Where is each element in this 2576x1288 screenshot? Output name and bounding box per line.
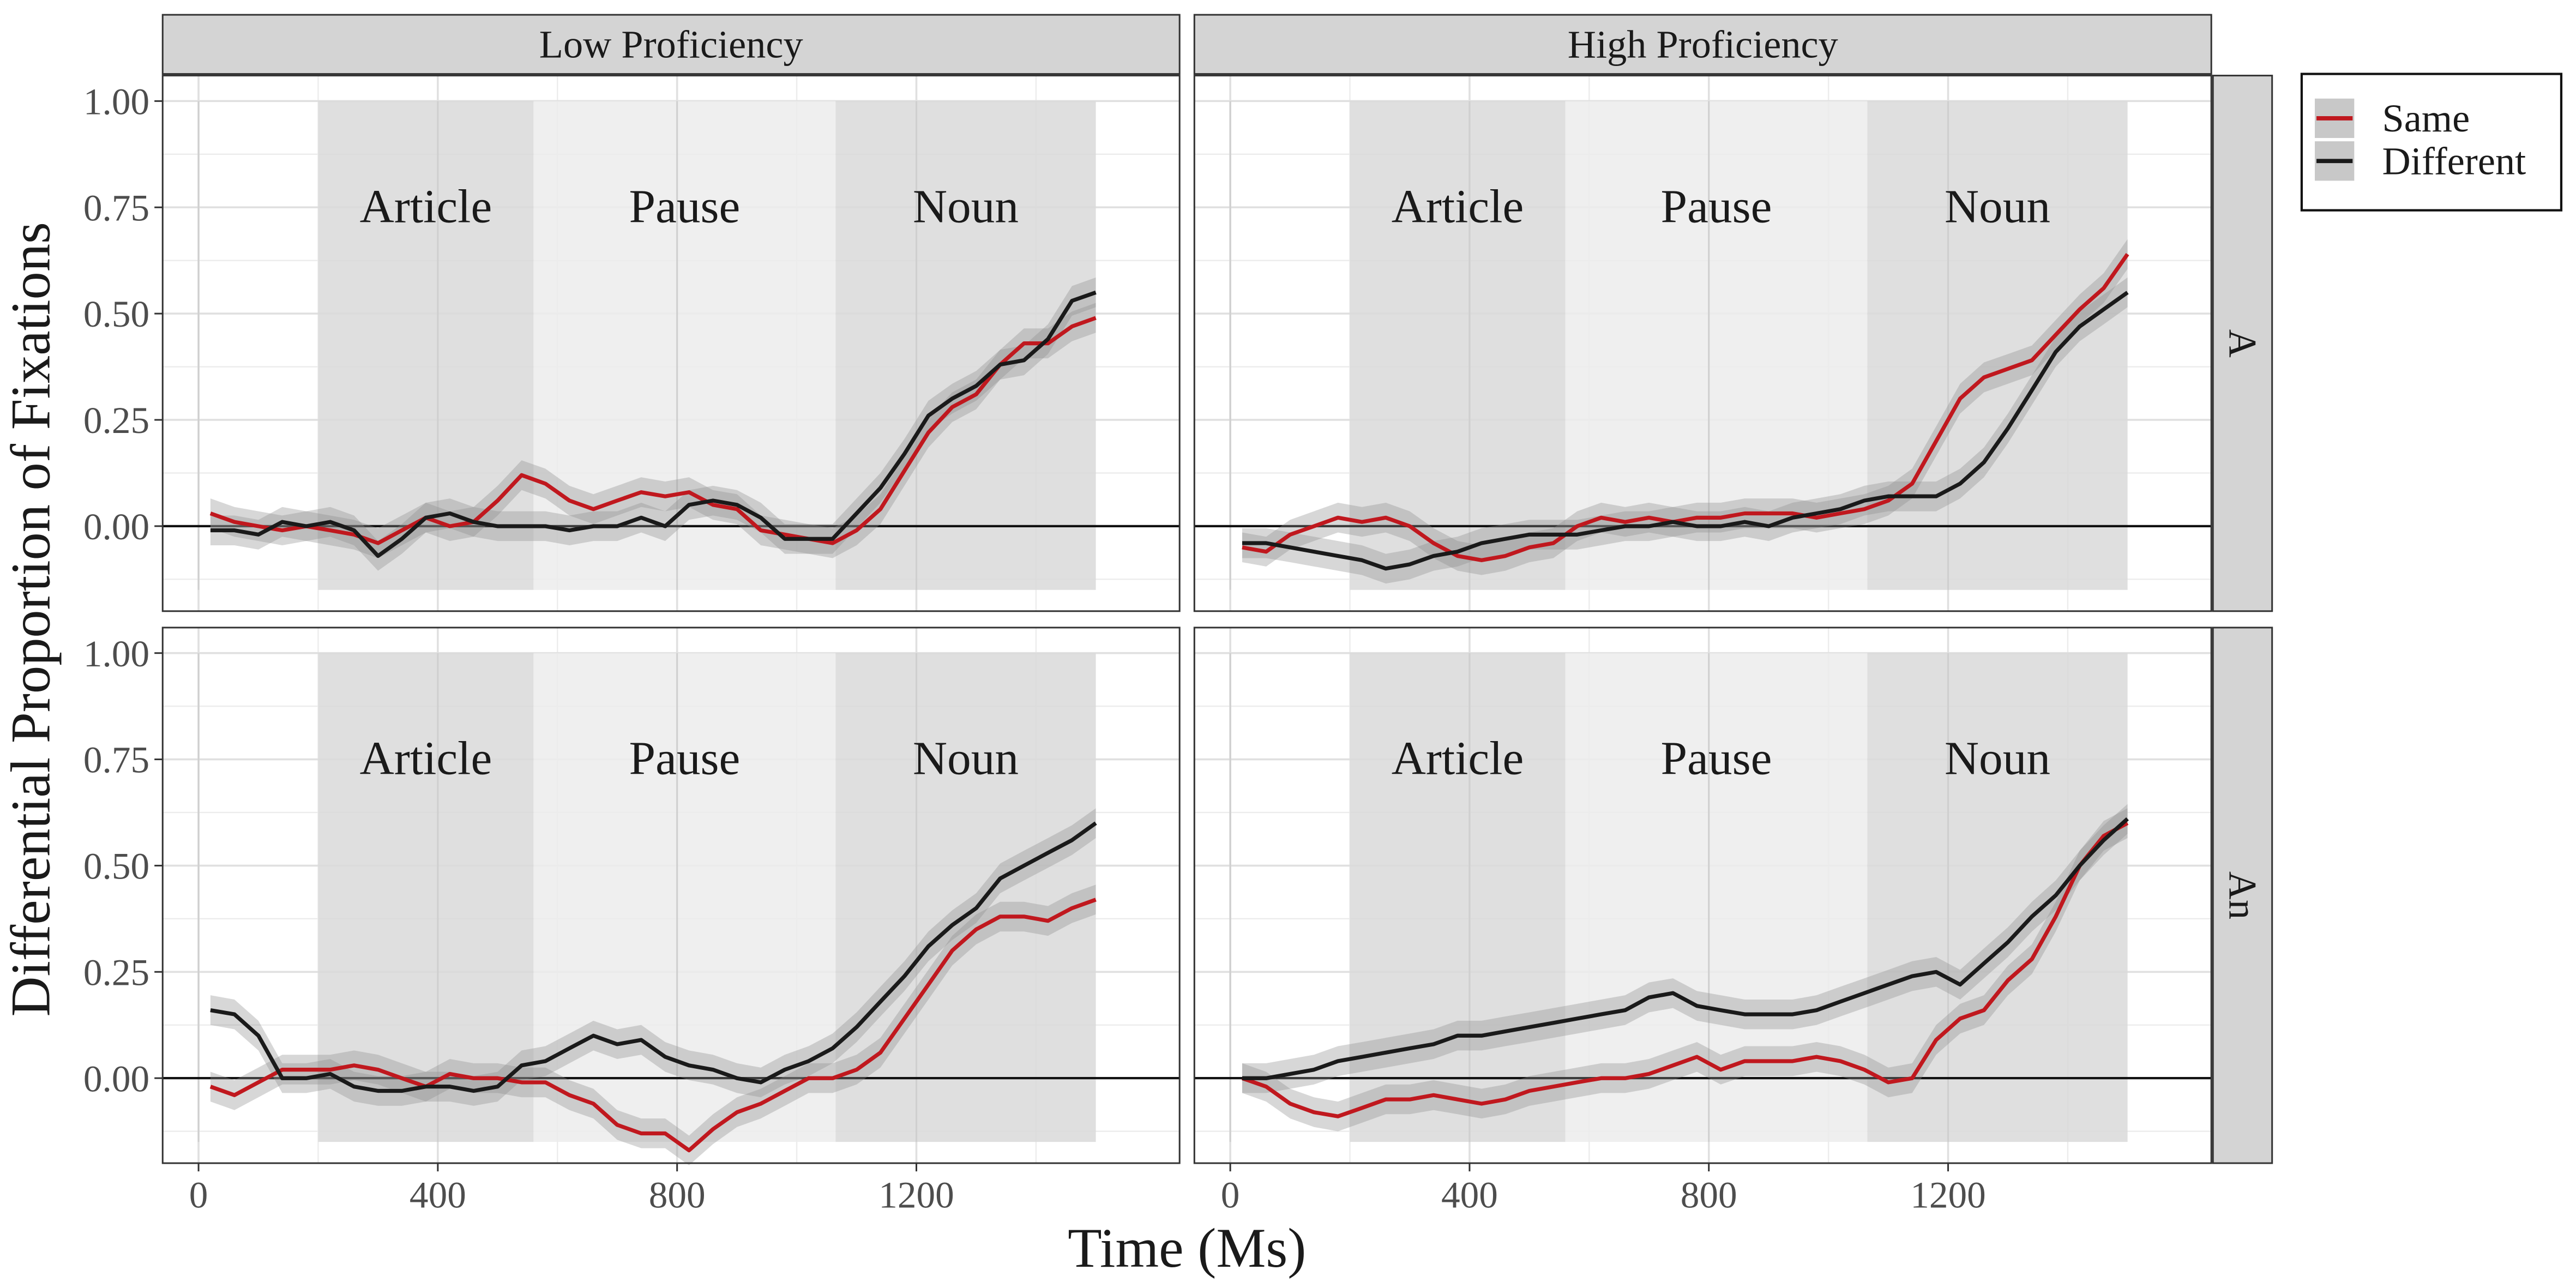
column-strip-label: Low Proficiency (539, 22, 803, 66)
x-tick-label: 0 (189, 1173, 208, 1215)
region-label: Pause (1661, 732, 1772, 785)
x-axis-title: Time (Ms) (1068, 1218, 1306, 1279)
x-tick-label: 800 (1681, 1173, 1737, 1215)
column-strip: High Proficiency (1193, 14, 2212, 75)
region-band (1350, 653, 1566, 1142)
row-strip-box (2212, 75, 2273, 612)
panel: Article Pause Noun (161, 627, 1181, 1165)
region-label: Noun (1945, 732, 2050, 785)
y-tick-label: 0.25 (83, 951, 149, 993)
panel-border (1193, 627, 2212, 1164)
series-line-different (1242, 291, 2129, 571)
region-label: Noun (913, 179, 1019, 232)
y-tick-label: 0.75 (83, 186, 149, 228)
confidence-ribbon (1242, 808, 2128, 1131)
y-tick-label: 0.25 (83, 399, 149, 441)
series-line-different (210, 821, 1097, 1093)
series-line-different (210, 290, 1097, 558)
panel-border (161, 75, 1181, 612)
panel: Article Pause Noun (1193, 75, 2212, 612)
series-line-different (1242, 817, 2129, 1080)
legend-label: Different (2382, 139, 2526, 183)
region-band (1565, 653, 1868, 1142)
region-label: Pause (629, 179, 741, 232)
confidence-ribbon (210, 277, 1096, 571)
region-label: Noun (913, 732, 1019, 785)
region-label: Article (1392, 732, 1524, 785)
x-tick-label: 400 (410, 1173, 466, 1215)
row-strip: A (2212, 75, 2273, 612)
region-band (1867, 653, 2128, 1142)
y-tick-label: 0.00 (83, 1057, 149, 1099)
panel: Article Pause Noun (161, 75, 1181, 612)
region-band (1867, 101, 2128, 590)
region-band (318, 101, 534, 590)
region-label: Noun (1945, 179, 2050, 232)
region-band (318, 653, 534, 1142)
y-tick-label: 0.75 (83, 739, 149, 781)
panel: Article Pause Noun (1193, 627, 2212, 1164)
panel-border (161, 627, 1181, 1164)
column-strip-box (1193, 14, 2212, 75)
y-axis-title: Differential Proportion of Fixations (0, 222, 62, 1016)
region-label: Pause (1661, 179, 1772, 232)
region-label: Article (1392, 179, 1524, 232)
x-tick-label: 800 (649, 1173, 706, 1215)
series-line-same (1241, 821, 2129, 1118)
confidence-ribbon (1242, 239, 2128, 575)
column-strip: Low Proficiency (161, 14, 1181, 75)
region-band (835, 653, 1096, 1142)
row-strip: An (2212, 627, 2273, 1164)
row-strip-box (2212, 627, 2273, 1164)
series-line-same (209, 898, 1097, 1153)
region-band (1350, 101, 1566, 590)
confidence-ribbon (1242, 804, 2128, 1093)
x-tick-label: 1200 (1910, 1173, 1986, 1215)
confidence-ribbon (1242, 277, 2128, 584)
row-strip-label: An (2220, 871, 2264, 919)
region-band (533, 653, 836, 1142)
y-tick-label: 0.50 (83, 845, 149, 887)
region-label: Article (360, 179, 492, 232)
column-strip-box (161, 14, 1181, 75)
series-line-same (1242, 253, 2129, 562)
x-tick-label: 400 (1441, 1173, 1498, 1215)
confidence-ribbon (210, 884, 1096, 1165)
y-tick-label: 1.00 (83, 80, 149, 122)
x-tick-label: 1200 (878, 1173, 954, 1215)
region-label: Article (360, 732, 492, 785)
region-label: Pause (629, 732, 741, 785)
panel-border (1193, 75, 2212, 612)
confidence-ribbon (210, 303, 1096, 558)
region-band (1565, 101, 1868, 590)
legend-label: Same (2382, 97, 2470, 140)
y-tick-label: 0.50 (83, 293, 149, 335)
x-tick-label: 0 (1221, 1173, 1240, 1215)
y-tick-label: 1.00 (83, 633, 149, 675)
y-tick-label: 0.00 (83, 505, 149, 547)
column-strip-label: High Proficiency (1568, 22, 1838, 66)
row-strip-label: A (2220, 329, 2264, 358)
